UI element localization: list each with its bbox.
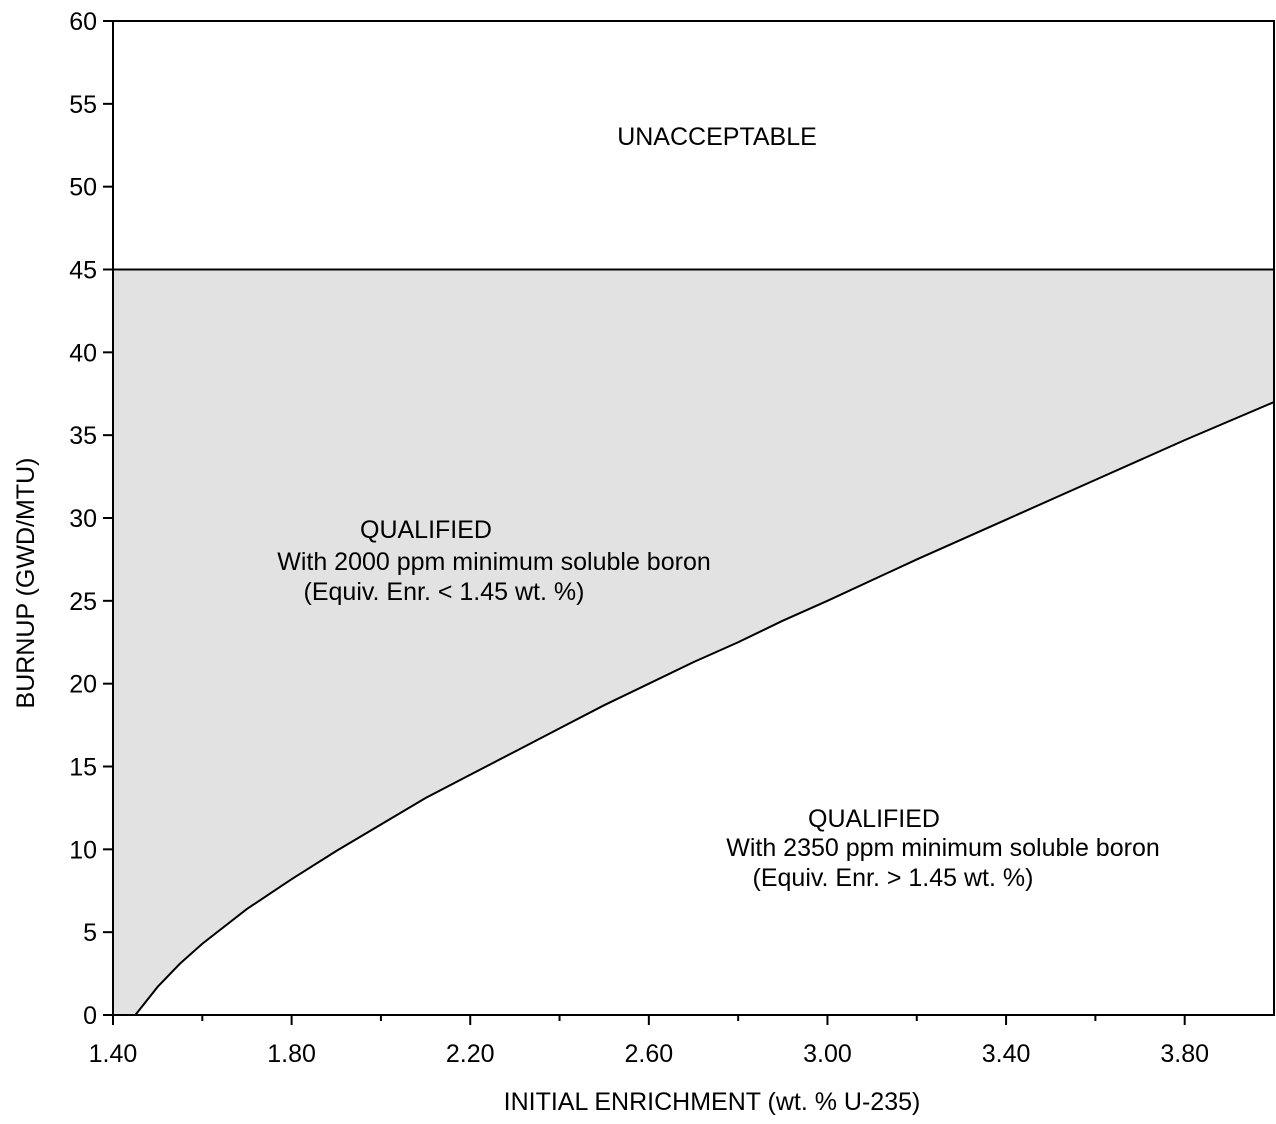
- y-tick-label: 60: [69, 8, 97, 36]
- qualified-2350-title: QUALIFIED: [808, 805, 940, 833]
- qualified-2000-title: QUALIFIED: [360, 516, 492, 544]
- y-tick-label: 25: [69, 588, 97, 616]
- x-tick-label: 1.40: [89, 1040, 138, 1068]
- x-tick-label: 3.00: [803, 1040, 852, 1068]
- y-tick-label: 35: [69, 422, 97, 450]
- x-tick-label: 1.80: [267, 1040, 316, 1068]
- y-tick-label: 40: [69, 339, 97, 367]
- y-tick-label: 50: [69, 174, 97, 202]
- y-tick-label: 0: [83, 1002, 97, 1030]
- qualified-2350-equiv-text: (Equiv. Enr. > 1.45 wt. %): [753, 864, 1034, 892]
- y-tick-label: 30: [69, 505, 97, 533]
- x-axis-ticks: 1.40 1.80 2.20 2.60 3.00 3.40 3.80: [89, 1015, 1209, 1068]
- qualified-2000-boron-text: With 2000 ppm minimum soluble boron: [277, 548, 711, 576]
- x-tick-label: 2.60: [625, 1040, 674, 1068]
- unacceptable-label: UNACCEPTABLE: [617, 123, 817, 151]
- y-tick-label: 5: [83, 919, 97, 947]
- y-tick-label: 10: [69, 836, 97, 864]
- y-axis-ticks: 0 5 10 15 20 25 30 35 40 45 50 55 60: [69, 8, 113, 1030]
- qualified-2350-boron-text: With 2350 ppm minimum soluble boron: [726, 834, 1160, 862]
- qualified-2000ppm-region: [113, 269, 1274, 1015]
- y-tick-label: 20: [69, 671, 97, 699]
- x-tick-label: 2.20: [446, 1040, 495, 1068]
- y-axis-label: BURNUP (GWD/MTU): [12, 458, 40, 709]
- y-tick-label: 15: [69, 754, 97, 782]
- y-tick-label: 45: [69, 257, 97, 285]
- x-tick-label: 3.80: [1160, 1040, 1209, 1068]
- y-tick-label: 55: [69, 91, 97, 119]
- qualified-2000-equiv-text: (Equiv. Enr. < 1.45 wt. %): [304, 578, 585, 606]
- x-axis-label: INITIAL ENRICHMENT (wt. % U-235): [504, 1088, 921, 1116]
- boundary-curve: [134, 401, 1275, 1016]
- x-tick-label: 3.40: [982, 1040, 1031, 1068]
